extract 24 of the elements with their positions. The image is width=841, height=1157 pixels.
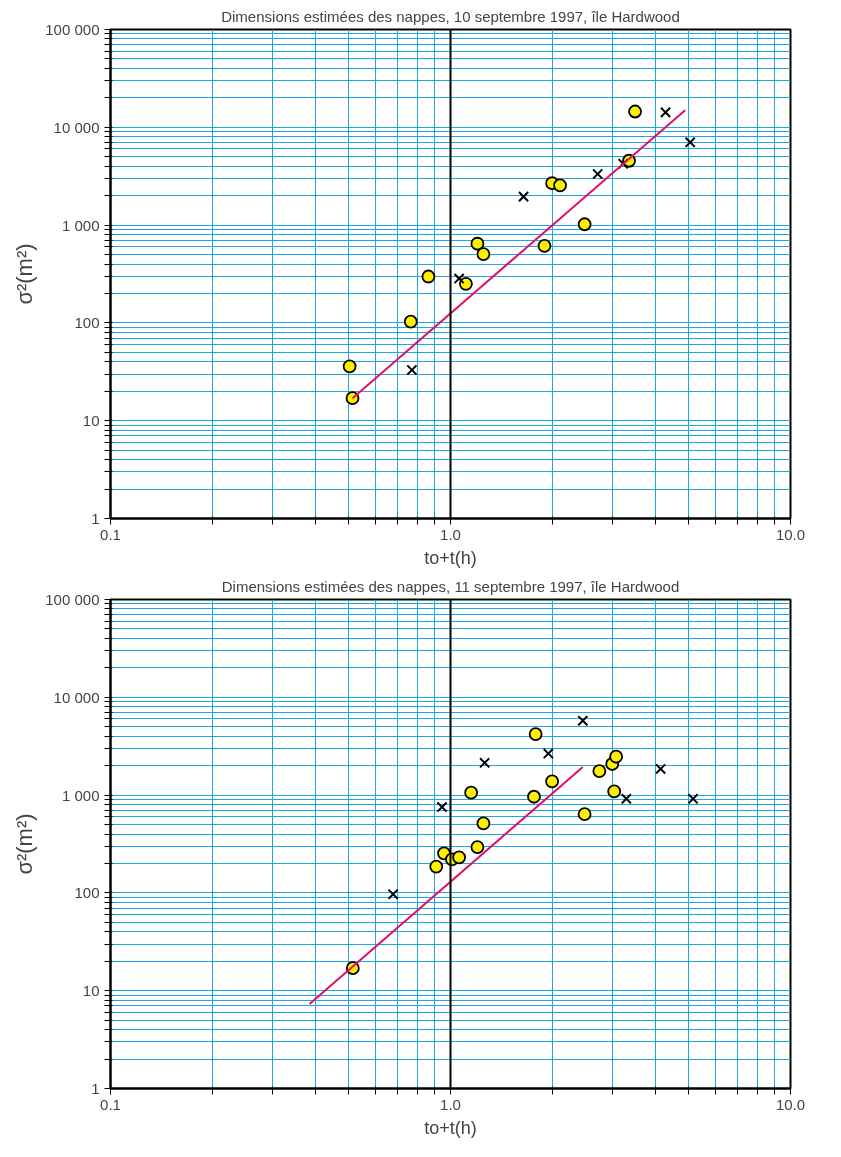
x-tick-label: 1.0: [440, 525, 461, 543]
x-tick-label: 10.0: [775, 1095, 806, 1113]
x-axis-title: to+t(h): [424, 1117, 477, 1138]
x-axis-title: to+t(h): [424, 547, 477, 568]
y-tick-label: 1: [91, 1080, 100, 1097]
y-tick-label: 1 000: [61, 786, 100, 804]
y-tick-label: 100: [74, 884, 100, 902]
x-tick-label: 1.0: [440, 1095, 461, 1113]
y-tick-label: 10: [82, 982, 100, 1000]
y-tick-label: 1 000: [61, 216, 100, 234]
x-tick-label: 10.0: [775, 525, 806, 543]
y-tick-label: 10 000: [53, 118, 100, 136]
y-tick-label: 100 000: [45, 591, 100, 608]
y-tick-label: 100: [74, 314, 100, 332]
y-tick-label: 1: [91, 510, 100, 527]
x-tick-label: 0.1: [100, 1095, 121, 1113]
y-tick-label: 100 000: [45, 21, 100, 38]
chart-title: Dimensions estimées des nappes, 11 septembre 1997, île Hardwood: [221, 577, 680, 595]
chart-title: Dimensions estimées des nappes, 10 septembre 1997, île Hardwood: [221, 7, 680, 25]
x-tick-label: 0.1: [100, 525, 121, 543]
y-axis-title: σ²(m²): [12, 243, 38, 305]
y-axis-title: σ²(m²): [12, 813, 38, 875]
y-tick-label: 10 000: [53, 688, 100, 706]
y-tick-label: 10: [82, 412, 100, 430]
